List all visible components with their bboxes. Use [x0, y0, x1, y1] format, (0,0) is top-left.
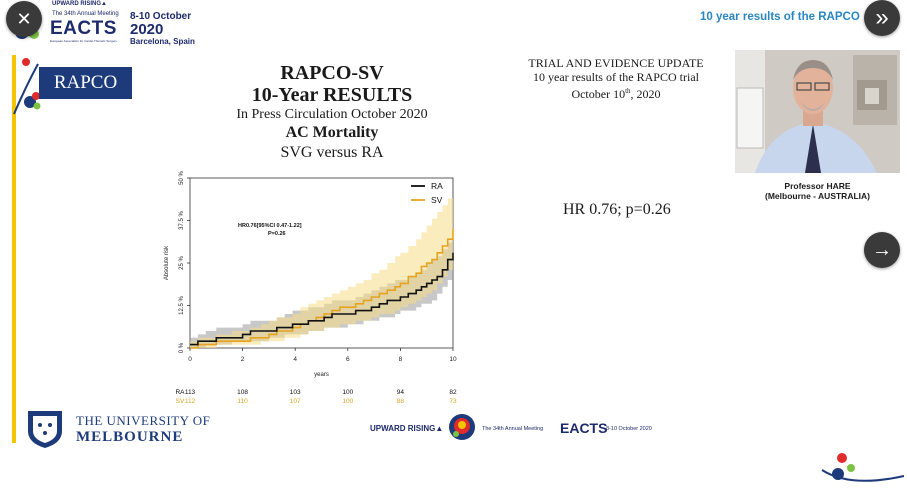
footer-logo-icon	[449, 414, 475, 440]
series-line-sv	[190, 229, 454, 349]
expand-button[interactable]: »	[864, 0, 900, 36]
update-line3: October 10th, 2020	[571, 87, 661, 101]
y-tick-label: 0 %	[179, 342, 185, 353]
y-tick-label: 25 %	[179, 256, 185, 270]
risk-table-cell: 110	[237, 398, 248, 405]
hr-annotation-line2: P=0.26	[268, 231, 286, 237]
risk-table-row-label: SV	[176, 398, 185, 405]
header-dates: 8-10 October	[130, 11, 192, 22]
university-line2: MELBOURNE	[76, 429, 184, 445]
risk-table-cell: 103	[290, 389, 301, 396]
risk-table-cell: 113	[185, 389, 196, 396]
x-tick-label: 10	[449, 356, 457, 363]
rapco-badge: RAPCO	[39, 67, 132, 99]
x-tick-label: 0	[188, 356, 192, 363]
speaker-video-frame	[735, 50, 900, 173]
legend-label-ra: RA	[431, 181, 443, 191]
y-tick-label: 37.5 %	[179, 210, 185, 229]
x-tick-label: 2	[241, 356, 245, 363]
close-button[interactable]: ✕	[6, 1, 42, 37]
risk-table-cell: 112	[185, 398, 196, 405]
x-axis-label: years	[314, 372, 329, 378]
update-line1: TRIAL AND EVIDENCE UPDATE	[528, 56, 704, 70]
risk-table-cell: 82	[449, 389, 457, 396]
header-year: 2020	[130, 21, 164, 38]
km-chart: 0 2 4 6 8 10 0 % 12.5 % 25 % 37.5 % 50 % years Absol…	[164, 171, 457, 405]
arrow-right-icon: →	[872, 238, 892, 261]
rapco-logo-icon	[13, 58, 41, 115]
risk-table-cell: 107	[290, 398, 301, 405]
y-tick-label: 12.5 %	[179, 295, 185, 314]
risk-table-cell: 100	[342, 398, 353, 405]
ci-band-sv	[190, 191, 453, 348]
series-line-ra	[190, 252, 454, 346]
header-brand: EACTS	[50, 18, 117, 39]
header-society: European Association for Cardio-Thoracic…	[50, 39, 117, 43]
corner-decoration-icon	[821, 453, 905, 482]
risk-table-cell: 100	[342, 389, 353, 396]
legend-label-sv: SV	[431, 195, 443, 205]
close-icon: ✕	[16, 8, 32, 29]
footer-dates: 8-10 October 2020	[606, 426, 652, 432]
university-line1: THE UNIVERSITY OF	[76, 413, 211, 428]
hr-result: HR 0.76; p=0.26	[563, 201, 671, 218]
risk-table-cell: 108	[237, 389, 248, 396]
footer-meeting: The 34th Annual Meeting	[482, 426, 544, 432]
header-meeting: The 34th Annual Meeting	[52, 11, 119, 17]
double-chevron-right-icon: »	[875, 4, 889, 31]
session-title: 10 year results of the RAPCO	[700, 11, 860, 23]
risk-table-cell: 88	[397, 398, 405, 405]
x-tick-label: 8	[399, 356, 403, 363]
update-line2: 10 year results of the RAPCO trial	[533, 70, 699, 84]
slide-endpoint: AC Mortality	[285, 124, 379, 141]
next-button[interactable]: →	[864, 232, 900, 268]
x-tick-label: 6	[346, 356, 350, 363]
rapco-badge-label: RAPCO	[53, 72, 118, 93]
speaker-name: Professor HARE	[784, 181, 851, 191]
y-tick-label: 50 %	[179, 171, 185, 185]
left-accent-stripe	[12, 55, 16, 443]
risk-table-row-label: RA	[175, 389, 185, 396]
header-city: Barcelona, Spain	[130, 37, 195, 46]
slide-comparison: SVG versus RA	[280, 144, 384, 161]
risk-table-cell: 94	[397, 389, 405, 396]
x-tick-label: 4	[293, 356, 297, 363]
risk-table-cell: 73	[449, 398, 457, 405]
slide-title-line1: RAPCO-SV	[280, 62, 384, 84]
footer-brand: EACTS	[560, 420, 608, 436]
speaker-location: (Melbourne - AUSTRALIA)	[765, 191, 870, 201]
slide-title-line2: 10-Year RESULTS	[251, 84, 413, 106]
y-axis-label: Absolute risk	[164, 245, 170, 280]
slide-subtitle: In Press Circulation October 2020	[236, 107, 428, 122]
header-tagline: UPWARD RISING▲	[52, 1, 107, 7]
hr-annotation-line1: HR0.76[95%CI 0.47-1.22]	[238, 223, 302, 229]
university-crest-icon	[28, 411, 62, 448]
speaker-video	[735, 50, 900, 173]
slide-title-block: RAPCO-SV 10-Year RESULTS In Press Circul…	[212, 62, 452, 163]
trial-update-block: TRIAL AND EVIDENCE UPDATE 10 year result…	[516, 56, 716, 101]
footer-tagline: UPWARD RISING▲	[370, 424, 444, 433]
speaker-caption: Professor HARE (Melbourne - AUSTRALIA)	[735, 181, 900, 201]
